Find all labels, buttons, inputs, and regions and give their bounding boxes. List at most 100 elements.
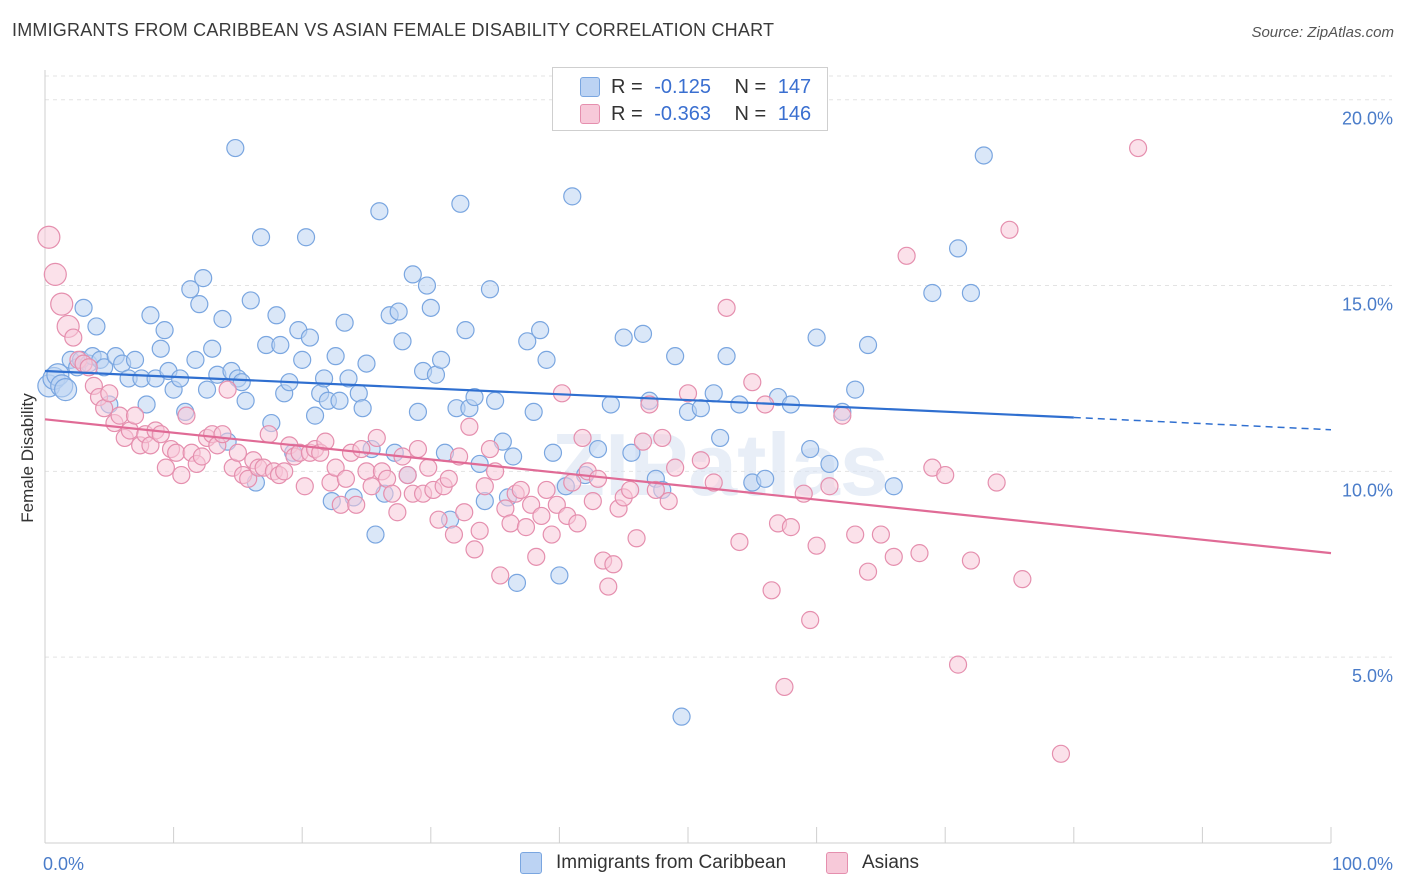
series-label-asians: Asians (862, 852, 920, 873)
caribbean-point (531, 321, 550, 340)
caribbean-point (504, 447, 523, 466)
correlation-legend: R = -0.125 N = 147 R = -0.363 N = 146 (552, 67, 828, 131)
asian-point (151, 425, 170, 444)
asian-point (470, 521, 489, 540)
asian-point (408, 439, 428, 459)
asian-point (480, 439, 500, 459)
caribbean-point (601, 395, 620, 414)
chart-source: Source: ZipAtlas.com (1251, 24, 1394, 41)
caribbean-point (125, 350, 145, 369)
caribbean-point (137, 395, 156, 414)
caribbean-point (241, 291, 260, 310)
caribbean-point (190, 295, 209, 314)
asian-point (1013, 570, 1032, 589)
caribbean-point (537, 350, 556, 369)
caribbean-point (961, 283, 981, 303)
asian-point (691, 451, 710, 470)
asian-point (275, 462, 294, 481)
asian-point (884, 547, 903, 566)
asian-point (177, 406, 196, 425)
asian-point (833, 406, 852, 425)
legend-r-caribbean: -0.125 (654, 75, 711, 98)
asian-point (367, 428, 386, 448)
caribbean-point (267, 306, 286, 325)
asian-point (50, 292, 74, 316)
trendline-caribbean (44, 369, 1074, 419)
caribbean-point (807, 328, 826, 347)
legend-n-label: N = (734, 102, 767, 125)
legend-swatch-caribbean (580, 77, 600, 97)
asian-point (781, 518, 800, 537)
asian-point (352, 439, 371, 459)
series-swatch-caribbean (520, 852, 542, 874)
caribbean-point (507, 573, 527, 592)
asian-point (653, 428, 672, 448)
asian-point (743, 373, 762, 392)
legend-r-label: R = (611, 75, 643, 98)
asian-point (532, 506, 551, 526)
trendline-caribbean-extension (1073, 416, 1332, 431)
series-legend-caribbean[interactable]: Immigrants from Caribbean (520, 852, 786, 874)
asian-point (599, 577, 618, 596)
asian-point (646, 480, 665, 500)
caribbean-point (801, 439, 820, 459)
asian-point (987, 473, 1006, 492)
asian-point (429, 510, 448, 529)
asian-point (588, 469, 608, 488)
asian-point (604, 555, 623, 574)
caribbean-point (550, 566, 569, 585)
caribbean-point (666, 347, 685, 366)
asian-point (295, 477, 314, 496)
asian-point (717, 298, 736, 317)
caribbean-point (858, 335, 878, 355)
asian-point (110, 406, 129, 425)
asian-point (573, 428, 592, 448)
caribbean-point (543, 443, 563, 462)
caribbean-point (417, 276, 437, 295)
caribbean-point (326, 347, 345, 366)
asian-point (259, 425, 278, 444)
asian-point (218, 380, 237, 399)
caribbean-point (974, 146, 993, 165)
asian-point (1051, 744, 1071, 763)
caribbean-point (711, 428, 730, 448)
caribbean-point (820, 454, 839, 474)
asian-point (678, 384, 698, 403)
caribbean-point (213, 309, 232, 329)
asian-point (704, 473, 723, 492)
y-tick-label: 15.0% (1342, 295, 1393, 315)
asian-point (948, 655, 968, 674)
caribbean-point (300, 328, 320, 347)
asian-point (439, 469, 458, 488)
caribbean-point (451, 194, 470, 213)
asian-point (460, 417, 479, 436)
trendline-asians (44, 418, 1332, 555)
asian-point (156, 458, 175, 477)
y-axis-label: Female Disability (18, 393, 37, 523)
asian-point (419, 458, 438, 477)
asian-point (627, 529, 646, 548)
asian-point (522, 495, 541, 514)
caribbean-point (370, 202, 389, 221)
caribbean-point (588, 439, 608, 459)
series-swatch-asians (826, 852, 848, 874)
caribbean-point (197, 380, 217, 399)
legend-n-label: N = (734, 75, 767, 98)
series-legend-asians[interactable]: Asians (826, 852, 919, 874)
caribbean-point (389, 302, 408, 321)
caribbean-point (141, 306, 160, 325)
caribbean-point (186, 350, 205, 369)
asian-point (475, 477, 494, 496)
asian-point (537, 480, 556, 500)
asian-point (910, 544, 929, 563)
asian-point (213, 425, 232, 444)
asian-point (167, 443, 186, 462)
caribbean-point (251, 228, 271, 247)
caribbean-point (357, 354, 376, 373)
asian-point (936, 465, 955, 485)
asian-point (37, 225, 61, 249)
caribbean-point (704, 384, 723, 403)
caribbean-point (53, 378, 78, 402)
asian-point (659, 491, 678, 511)
